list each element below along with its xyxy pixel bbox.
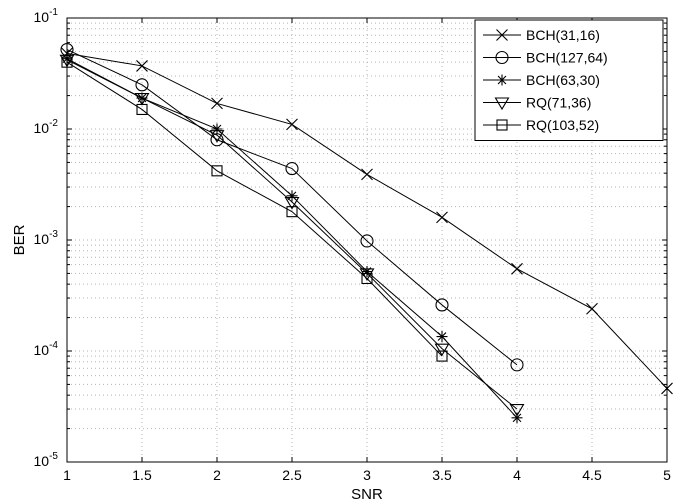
x-tick-label: 4 <box>513 467 521 483</box>
data-point-marker <box>436 331 448 343</box>
data-point-marker <box>434 343 450 357</box>
y-tick-label: 10-1 <box>34 7 59 25</box>
legend-marker <box>496 74 508 86</box>
series-line <box>66 61 443 357</box>
legend-label: RQ(103,52) <box>526 117 599 133</box>
x-tick-label: 1.5 <box>132 467 152 483</box>
y-tick-label: 10-3 <box>34 229 59 247</box>
x-tick-label: 2 <box>213 467 221 483</box>
data-point-marker <box>436 211 448 224</box>
y-tick-label: 10-2 <box>34 118 59 136</box>
y-tick-label: 10-5 <box>34 451 59 469</box>
data-point-marker <box>436 350 448 362</box>
x-tick-label: 1 <box>63 467 71 483</box>
legend-marker <box>496 119 508 131</box>
data-point-marker <box>509 403 525 417</box>
data-point-marker <box>510 358 524 372</box>
data-point-marker <box>359 268 375 281</box>
data-point-marker <box>136 103 148 116</box>
data-point-marker <box>211 97 223 110</box>
y-tick-label: 10-4 <box>34 340 59 358</box>
data-point-marker <box>361 266 373 278</box>
x-tick-label: 5 <box>663 467 671 483</box>
series-4 <box>59 54 525 417</box>
data-point-marker <box>360 234 374 248</box>
x-tick-label: 3 <box>363 467 371 483</box>
data-point-marker <box>136 60 148 72</box>
x-axis-label: SNR <box>351 486 383 503</box>
data-point-marker <box>511 412 523 424</box>
data-point-marker <box>361 272 373 285</box>
x-tick-label: 2.5 <box>282 467 302 483</box>
data-point-marker <box>511 262 523 275</box>
data-point-marker <box>286 118 298 131</box>
data-point-marker <box>135 78 149 92</box>
data-point-marker <box>284 196 300 210</box>
data-point-marker <box>286 206 298 218</box>
data-point-marker <box>134 93 150 106</box>
data-point-marker <box>286 190 298 202</box>
series-1 <box>61 47 673 395</box>
series-group <box>59 42 673 424</box>
legend-label: BCH(31,16) <box>526 27 600 43</box>
legend-label: BCH(63,30) <box>526 72 600 88</box>
series-line <box>66 59 518 410</box>
series-2 <box>60 42 524 372</box>
legend-label: BCH(127,64) <box>526 50 608 66</box>
data-point-marker <box>361 168 373 181</box>
series-line <box>66 49 518 366</box>
data-point-marker <box>211 123 223 135</box>
legend-marker <box>496 29 508 41</box>
legend: BCH(31,16) BCH(127,64) BCH(63,30) RQ(71,36)… <box>474 19 664 141</box>
legend-marker <box>495 50 509 65</box>
legend-label: RQ(71,36) <box>526 95 591 111</box>
data-point-marker <box>285 162 299 176</box>
data-point-marker <box>586 302 598 315</box>
data-point-marker <box>435 298 449 312</box>
data-point-marker <box>209 130 225 143</box>
data-point-marker <box>211 165 223 177</box>
ticks: 1 1.5 2 2.5 3 3.5 4 4.5 5 10-5 10-4 10-3 10-2 10-1 <box>34 7 672 483</box>
legend-marker <box>494 97 510 111</box>
y-axis-label: BER <box>11 224 28 255</box>
x-tick-label: 4.5 <box>582 467 602 483</box>
x-tick-label: 3.5 <box>432 467 452 483</box>
